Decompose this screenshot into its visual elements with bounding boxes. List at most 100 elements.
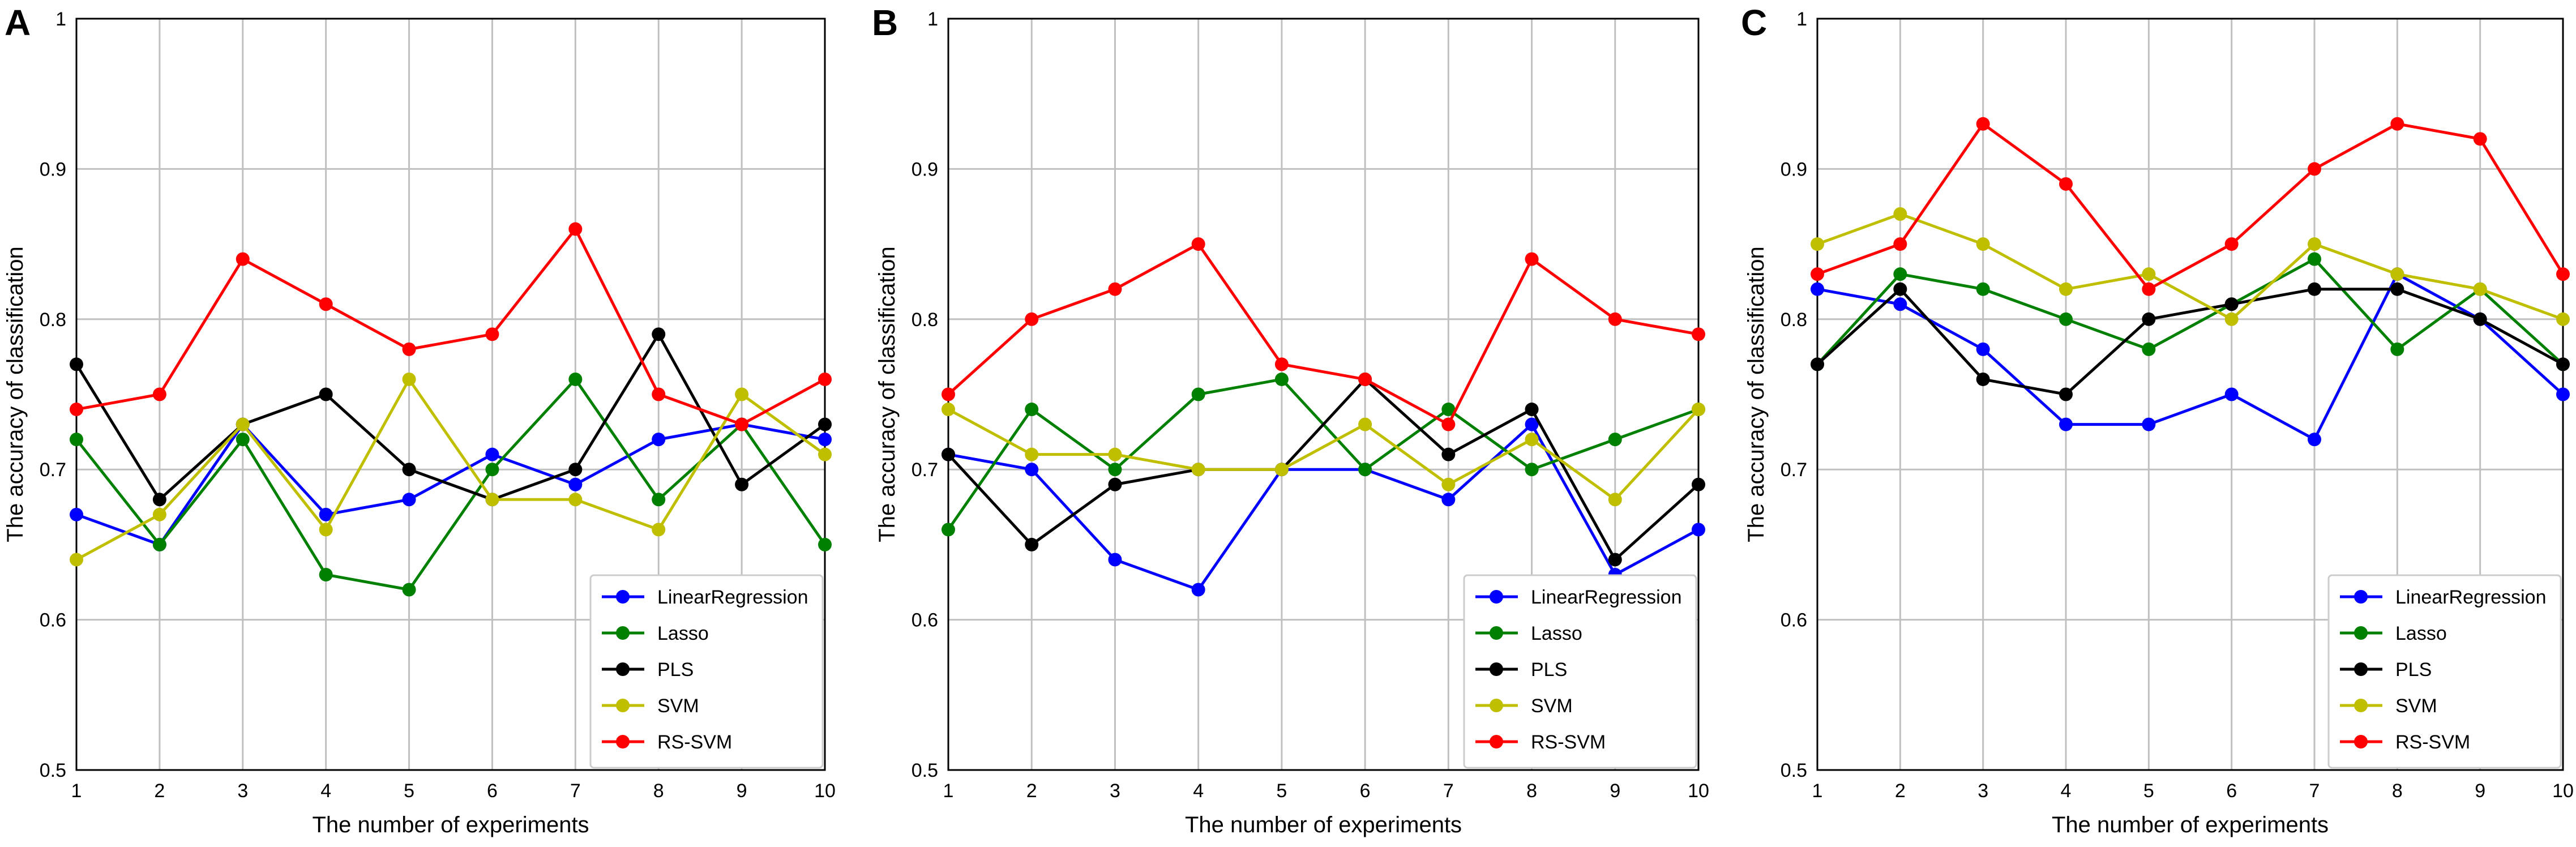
data-point-pls (319, 387, 333, 401)
series-line-rs-svm (1817, 122, 2565, 291)
data-point-pls (2142, 312, 2156, 326)
x-tick-label: 8 (2392, 780, 2403, 802)
legend-swatch-marker (1490, 662, 1503, 676)
legend-label: RS-SVM (657, 732, 732, 753)
data-point-svm (70, 553, 83, 567)
data-point-lasso (1525, 463, 1539, 477)
data-point-linearregression (1811, 282, 1824, 296)
data-point-rs-svm (1525, 252, 1539, 266)
data-point-rs-svm (1811, 267, 1824, 281)
data-point-lasso (1358, 463, 1372, 477)
legend-swatch-marker (2354, 662, 2368, 676)
data-point-rs-svm (1025, 312, 1039, 326)
panel-label: B (872, 2, 898, 43)
data-point-rs-svm (1191, 237, 1205, 251)
data-point-pls (2390, 282, 2404, 296)
data-point-rs-svm (2473, 132, 2487, 146)
data-point-linearregression (1692, 523, 1705, 537)
data-point-lasso (818, 537, 832, 551)
y-tick-label: 1 (927, 8, 938, 30)
series-line-pls (75, 331, 826, 502)
data-point-rs-svm (1893, 237, 1907, 251)
x-tick-label: 10 (814, 780, 836, 802)
data-point-pls (1525, 403, 1539, 417)
data-point-lasso (152, 537, 166, 551)
x-tick-label: 9 (737, 780, 747, 802)
data-point-rs-svm (2556, 267, 2570, 281)
legend-label: LinearRegression (1531, 587, 1682, 608)
data-point-pls (2308, 282, 2321, 296)
data-point-linearregression (652, 433, 666, 447)
legend-swatch-marker (616, 662, 630, 676)
data-point-linearregression (402, 493, 416, 507)
data-point-rs-svm (2308, 162, 2321, 176)
series-line-rs-svm (947, 242, 1699, 427)
x-tick-label: 6 (1360, 780, 1371, 802)
legend-label: PLS (657, 659, 694, 681)
y-tick-label: 0.7 (40, 459, 66, 481)
data-point-pls (735, 477, 749, 491)
data-point-rs-svm (1441, 417, 1456, 431)
data-point-svm (2473, 282, 2487, 296)
data-point-rs-svm (2059, 177, 2073, 191)
data-point-linearregression (2556, 387, 2570, 401)
data-point-linearregression (2142, 417, 2156, 431)
data-point-lasso (1274, 372, 1289, 386)
data-point-svm (1441, 477, 1456, 491)
x-tick-label: 3 (237, 780, 248, 802)
legend-swatch-marker (616, 735, 630, 748)
series-line-linearregression (1817, 272, 2564, 442)
data-point-rs-svm (70, 403, 83, 417)
data-point-linearregression (1525, 417, 1539, 431)
data-point-lasso (1191, 387, 1205, 401)
legend-label: Lasso (657, 623, 709, 644)
series-line-pls (947, 377, 1700, 562)
data-point-rs-svm (735, 417, 749, 431)
legend-swatch-marker (1490, 699, 1503, 712)
data-point-pls (2224, 297, 2239, 311)
data-point-pls (1025, 537, 1039, 551)
data-point-rs-svm (818, 372, 832, 386)
data-point-pls (818, 417, 832, 431)
x-tick-label: 10 (2552, 780, 2574, 802)
x-tick-label: 8 (653, 780, 664, 802)
data-point-svm (1976, 237, 1990, 251)
y-tick-label: 0.6 (1781, 610, 1807, 631)
data-point-svm (2556, 312, 2570, 326)
data-point-pls (1893, 282, 1907, 296)
data-point-lasso (1441, 403, 1456, 417)
x-tick-label: 3 (1978, 780, 1988, 802)
data-point-lasso (2059, 312, 2073, 326)
data-point-lasso (2308, 252, 2321, 266)
data-point-lasso (236, 433, 250, 447)
data-point-linearregression (319, 507, 333, 521)
x-tick-label: 1 (71, 780, 82, 802)
data-point-svm (2224, 312, 2239, 326)
data-point-svm (2390, 267, 2404, 281)
data-point-rs-svm (1692, 327, 1705, 341)
y-tick-label: 0.5 (1781, 760, 1807, 781)
x-tick-label: 5 (2143, 780, 2154, 802)
data-point-linearregression (1025, 463, 1039, 477)
data-point-svm (818, 447, 832, 461)
data-point-rs-svm (568, 222, 583, 236)
data-point-pls (568, 463, 583, 477)
data-point-svm (1274, 463, 1289, 477)
data-point-rs-svm (1608, 312, 1622, 326)
legend-label: LinearRegression (2395, 587, 2547, 608)
data-point-lasso (1608, 433, 1622, 447)
legend: LinearRegression Lasso PLS SVM RS-SVM (1463, 574, 1697, 769)
legend-swatch-marker (616, 590, 630, 604)
data-point-pls (1811, 357, 1824, 371)
data-point-pls (152, 493, 166, 507)
x-tick-label: 10 (1688, 780, 1709, 802)
x-tick-label: 5 (1276, 780, 1287, 802)
legend-label: RS-SVM (1531, 732, 1606, 753)
series-line-svm (947, 408, 1700, 502)
chart-panel-b: B 0.5 0.6 0.7 0.8 0.9 1 1 2 3 4 5 6 7 8 9 10 The number o… (872, 2, 1709, 837)
x-tick-label: 4 (2061, 780, 2072, 802)
y-tick-label: 0.7 (1781, 459, 1807, 481)
x-tick-label: 4 (1193, 780, 1204, 802)
data-point-svm (1692, 403, 1705, 417)
x-tick-label: 6 (2226, 780, 2237, 802)
